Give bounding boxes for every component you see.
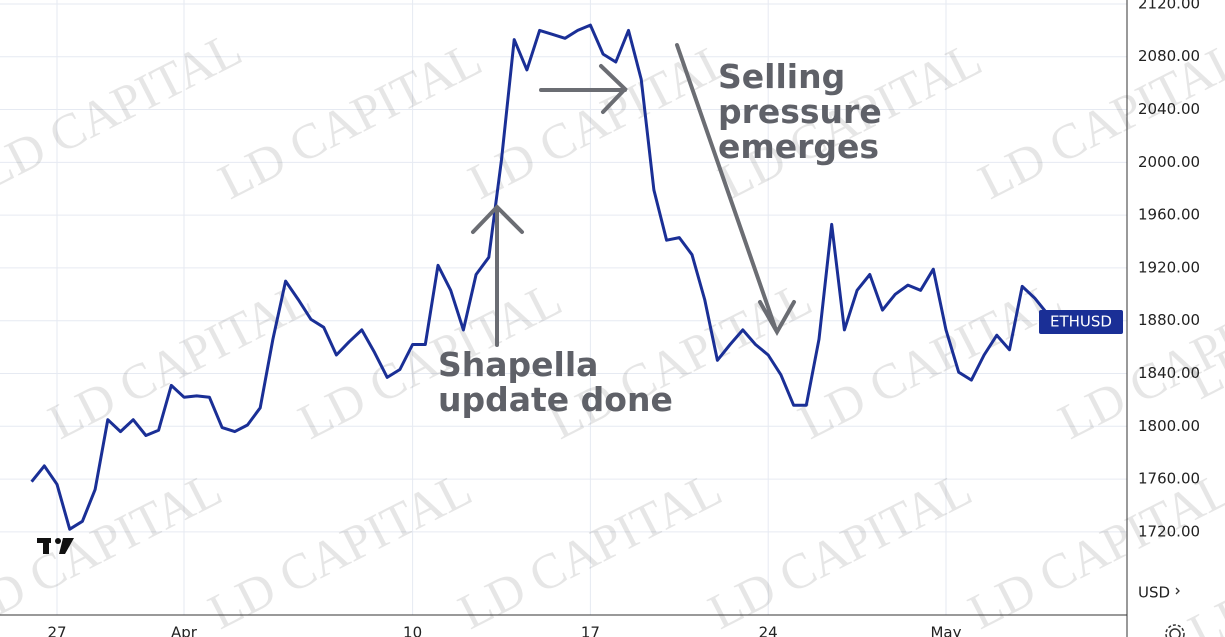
currency-caret [1175,587,1180,595]
grid [0,0,1127,615]
x-tick-label: 10 [403,624,422,637]
x-tick-label: May [930,624,961,637]
price-label-box [1039,310,1123,335]
annotation: pressure [718,92,882,131]
watermark: LD CAPITAL [450,460,730,637]
x-tick-label: 17 [581,624,600,637]
y-tick-label: 1960.00 [1138,206,1200,224]
watermark: LD CAPITAL [700,460,980,637]
watermark: LD CAPITAL [40,270,320,450]
y-tick-label: 2080.00 [1138,47,1200,65]
annotation: emerges [718,127,879,166]
annotation: update done [438,380,673,419]
y-tick-label: 1800.00 [1138,417,1200,435]
logo [37,538,74,554]
annotation: Shapella [438,345,598,384]
annotation: Selling [718,57,845,96]
y-tick-label: 1720.00 [1138,522,1200,540]
arrows [471,43,796,347]
arrow-right [539,64,628,114]
y-tick-label: 2000.00 [1138,153,1200,171]
x-tick-label: 27 [47,624,66,637]
x-tick-label: 24 [759,624,778,637]
y-tick-label: 2040.00 [1138,100,1200,118]
arrow-up [471,204,524,347]
y-tick-label: 1760.00 [1138,470,1200,488]
x-tick-label: Apr [171,624,198,637]
currency-label[interactable]: USD [1138,584,1170,602]
y-tick-label: 1880.00 [1138,311,1200,329]
settings-icon[interactable] [1165,624,1185,637]
plot [30,23,1062,531]
watermark: LD CAPITAL [790,270,1070,450]
y-tick-label: 2120.00 [1138,0,1200,12]
watermark: LD CAPITAL [0,460,230,637]
arrow-down [675,43,796,337]
y-tick-label: 1840.00 [1138,364,1200,382]
y-tick-label: 1920.00 [1138,258,1200,276]
series-line [30,23,1062,531]
series-name: ETHUSD [1050,313,1112,331]
watermark: LD CAPITAL [200,460,480,637]
